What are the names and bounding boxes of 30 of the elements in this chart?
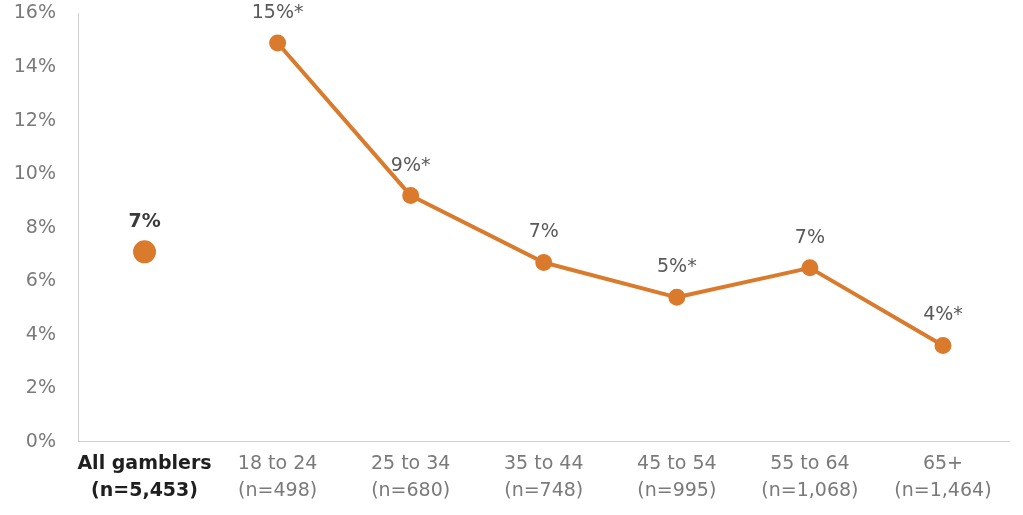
x-tick-label: 45 to 54 (n=995): [637, 450, 717, 501]
data-label: 5%*: [656, 254, 697, 277]
point: [402, 187, 420, 205]
y-tick-label: 16%: [13, 0, 56, 23]
point: [133, 240, 157, 264]
point: [269, 34, 287, 52]
x-tick-label: 18 to 24 (n=498): [237, 450, 318, 501]
point: [801, 259, 819, 277]
x-tick-label: 65+ (n=1,464): [894, 450, 992, 501]
data-label: 7%: [528, 219, 559, 242]
data-label: 7%: [128, 208, 161, 231]
y-tick-label: 14%: [13, 53, 56, 76]
data-label: 15%*: [251, 0, 304, 22]
data-label: 4%*: [923, 302, 963, 325]
x-tick-label: 35 to 44 (n=748): [503, 450, 584, 501]
y-tick-label: 6%: [25, 268, 56, 291]
y-tick-label: 12%: [13, 107, 56, 130]
point: [934, 337, 952, 355]
x-tick-label: All gamblers (n=5,453): [77, 450, 212, 501]
x-tick-label: 55 to 64 (n=1,068): [761, 450, 859, 501]
y-tick-label: 8%: [25, 214, 56, 237]
y-tick-label: 10%: [13, 161, 56, 184]
y-tick-label: 0%: [25, 428, 56, 451]
y-tick-label: 4%: [25, 321, 56, 344]
point: [668, 288, 686, 306]
y-tick-label: 2%: [25, 375, 56, 398]
x-tick-label: 25 to 34 (n=680): [370, 450, 451, 501]
data-label: 9%*: [390, 152, 431, 175]
point: [535, 254, 553, 272]
data-label: 7%: [794, 224, 825, 247]
